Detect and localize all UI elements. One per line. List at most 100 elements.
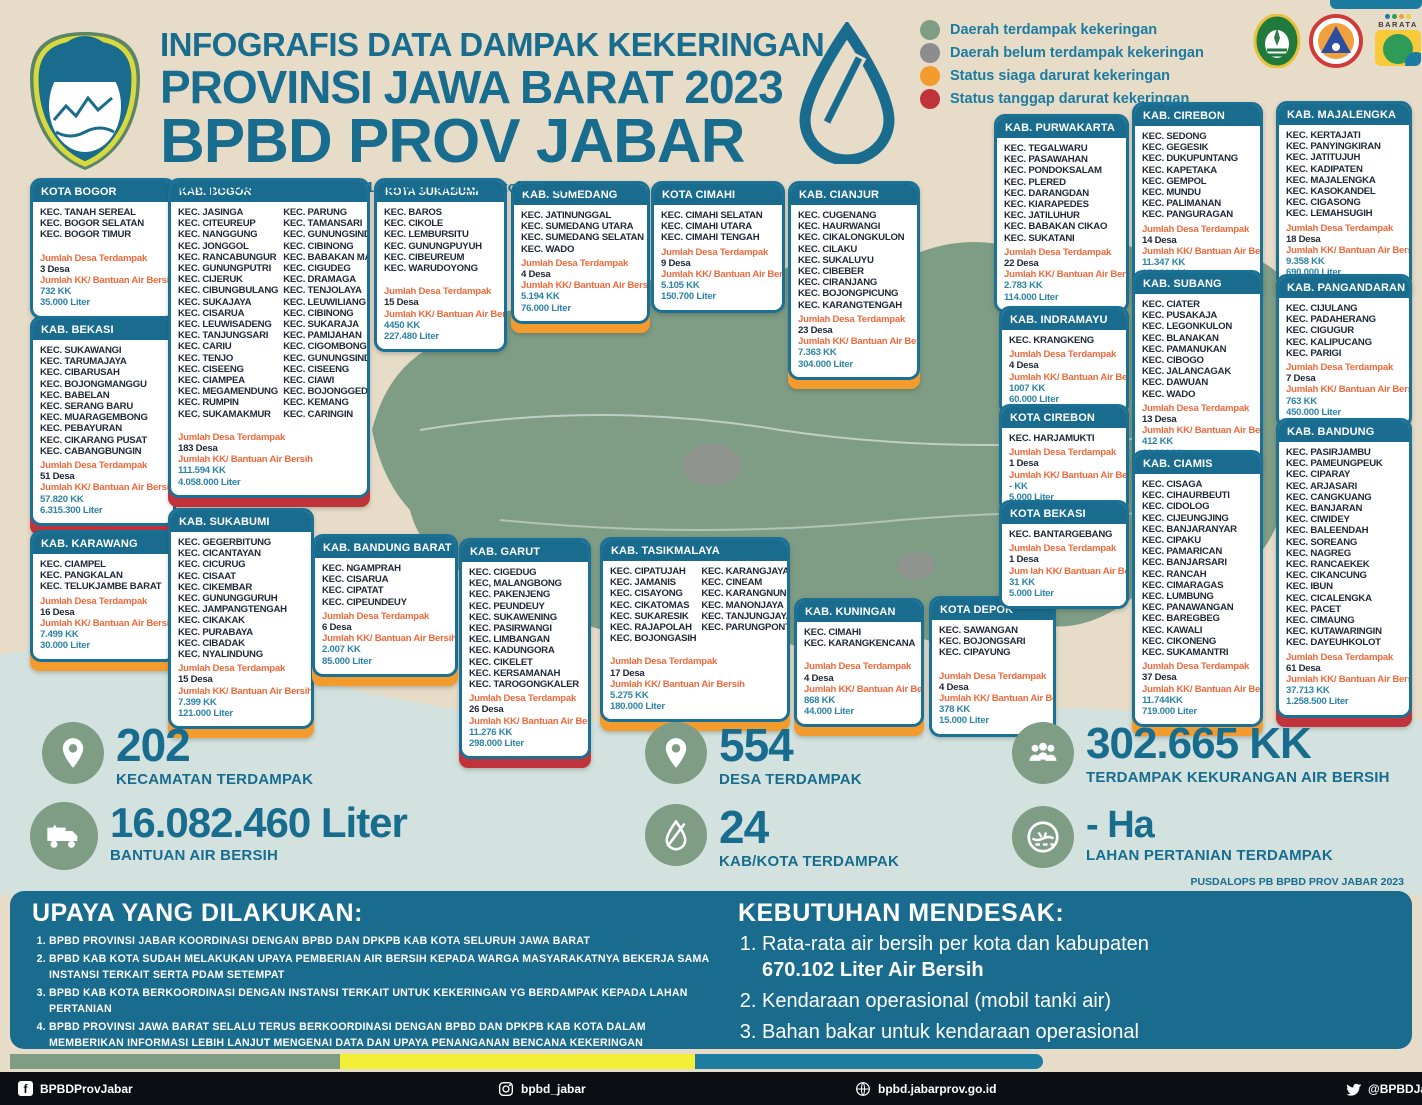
value-kk: 5.105 KK <box>661 280 700 292</box>
value-desa: 22 Desa <box>1004 258 1039 270</box>
value-liter: 690.000 Liter <box>1286 267 1341 279</box>
region-card-title: KAB. CIAMIS <box>1135 453 1260 474</box>
value-kk: 763 KK <box>1286 395 1318 407</box>
kecamatan-item: KEC. CICURUG <box>178 559 246 571</box>
title-line-2: PROVINSI JAWA BARAT 2023 <box>160 61 784 113</box>
kecamatan-item: KEC. KAPETAKA <box>1142 164 1217 176</box>
label-desa-terdampak: Jumlah Desa Terdampak <box>40 595 148 607</box>
kecamatan-item: KEC. ARJASARI <box>1286 480 1358 492</box>
kecamatan-item: KEC. RANCAH <box>1142 568 1207 580</box>
kecamatan-item: KEC. GUNUNGSINDUR <box>283 352 370 364</box>
data-source-note: PUSDALOPS PB BPBD PROV JABAR 2023 <box>1190 876 1404 888</box>
kecamatan-item: KEC. PASAWAHAN <box>1004 154 1088 166</box>
footer-website[interactable]: bpbd.jabarprov.go.id <box>855 1072 996 1105</box>
kecamatan-item: KEC. TARUMAJAYA <box>40 356 127 368</box>
kecamatan-list: KEC. CIGEDUG KEC, MALANGBONG KEC. PAKENJEN… <box>469 567 581 690</box>
region-card-title: KOTA BEKASI <box>1002 503 1126 524</box>
kecamatan-item: KEC. CIBINONG <box>283 240 354 252</box>
kecamatan-item: KEC. DRAMAGA <box>283 274 356 286</box>
kecamatan-list: KEC. HARJAMUKTI <box>1009 433 1119 444</box>
footer-facebook[interactable]: f BPBDProvJabar <box>18 1072 133 1105</box>
kecamatan-item: KEC. JATITUJUH <box>1286 152 1361 164</box>
label-kk-bantuan: Jumlah KK/ Bantuan Air Bersih <box>1142 246 1263 258</box>
label-kk-bantuan: Jumlah KK/ Bantuan Air Bersih <box>1004 269 1129 281</box>
location-pin-icon <box>42 722 104 784</box>
kecamatan-item: KEC. GEMPOL <box>1142 175 1207 187</box>
footer-twitter[interactable]: @BPBDJabar <box>1345 1072 1422 1105</box>
kecamatan-item: KEC. KIARAPEDES <box>1004 199 1089 211</box>
kecamatan-item: KEC. TEGALWARU <box>1004 143 1088 154</box>
kecamatan-item: KEC. JASINGA <box>178 207 244 218</box>
kebutuhan-item-bold: 670.102 Liter Air Bersih <box>762 959 984 981</box>
value-kk: 7.363 KK <box>798 347 837 359</box>
value-desa: 7 Desa <box>1286 373 1316 385</box>
label-desa-terdampak: Jumlah Desa Terdampak <box>661 246 769 258</box>
barata-dots <box>1371 14 1422 19</box>
kecamatan-item: KEC. BANJARSARI <box>1142 557 1227 569</box>
kecamatan-item: KEC. PANGURAGAN <box>1142 209 1233 221</box>
kecamatan-item: KEC. CIMAHI <box>804 627 861 638</box>
no-water-drop-icon <box>645 804 707 866</box>
kecamatan-item: KEC. KARANGKENCANA <box>804 638 916 650</box>
stat-label: DESA TERDAMPAK <box>719 771 862 788</box>
stat-label: KECAMATAN TERDAMPAK <box>116 771 314 788</box>
kecamatan-item: KEC. CIPAYUNG <box>939 647 1011 659</box>
value-liter: 15.000 Liter <box>939 715 989 727</box>
bnpb-logo <box>1309 14 1363 68</box>
region-card-title: KAB. BANDUNG BARAT <box>315 537 455 558</box>
value-liter: 60.000 Liter <box>1009 394 1059 406</box>
region-card-kab_cirebon: KAB. CIREBON KEC. SEDONG KEC. GEGESIK KEC. … <box>1132 102 1263 299</box>
bpbd-jabar-logo <box>22 28 148 179</box>
kecamatan-item: KEC. CARIU <box>178 341 232 353</box>
kecamatan-item: KEC. CICANTAYAN <box>178 548 261 560</box>
kecamatan-item: KEC. PASIRWANGI <box>469 623 552 635</box>
label-kk-bantuan: Jumlah KK/ Bantuan Air Bersih <box>798 336 920 348</box>
value-kk: 4450 KK <box>384 319 421 331</box>
kecamatan-item: KEC. CIBARUSAH <box>40 367 120 379</box>
footer-instagram[interactable]: bpbd_jabar <box>498 1072 586 1105</box>
kecamatan-item: KEC. BABELAN <box>40 389 110 401</box>
kecamatan-item: KEC. JONGGOL <box>178 240 249 252</box>
label-desa-terdampak: Jumlah Desa Terdampak <box>521 257 629 269</box>
kecamatan-item: KEC. CIJEUNGJING <box>1142 512 1229 524</box>
label-kk-bantuan: Jumlah KK/ Bantuan Air Bersih <box>40 482 175 494</box>
kebutuhan-item-text: Rata-rata air bersih per kota dan kabupa… <box>762 933 1149 955</box>
kecamatan-item: KEC. CIAMPEL <box>40 559 106 570</box>
value-kk: 37.713 KK <box>1286 685 1330 697</box>
kecamatan-item: KEC. PADAHERANG <box>1286 314 1376 326</box>
region-card-kota_depok: KOTA DEPOK KEC. SAWANGAN KEC. BOJONGSARI KE… <box>929 596 1056 737</box>
stat-value: 24 <box>719 801 769 853</box>
region-card-kab_bekasi: KAB. BEKASI KEC. SUKAWANGI KEC. TARUMAJAYA… <box>30 316 176 536</box>
kecamatan-item: KEC. CICALENGKA <box>1286 592 1372 604</box>
kecamatan-item: KEC. MUARAGEMBONG <box>40 412 148 424</box>
kecamatan-item: KEC. TANJUNGJAYA <box>701 610 790 622</box>
upaya-item: BPBD KAB KOTA BERKOORDINASI DENGAN INSTA… <box>49 985 712 1017</box>
kecamatan-item: KEC. BABAKAN CIKAO <box>1004 221 1108 233</box>
stat-value: - Ha <box>1086 804 1155 846</box>
kecamatan-item: KEC. LEGONKULON <box>1142 321 1233 333</box>
kecamatan-item: KEC. PAMANUKAN <box>1142 343 1227 355</box>
value-liter: 227.480 Liter <box>384 331 439 343</box>
kecamatan-item: KEC. CIGUGUR <box>1286 325 1354 337</box>
kecamatan-item: KEC. CIJULANG <box>1286 303 1358 314</box>
kecamatan-item: KEC. LEUWISADENG <box>178 319 272 331</box>
people-icon <box>1012 722 1074 784</box>
kecamatan-item: KEC. BANTARGEBANG <box>1009 529 1113 540</box>
kecamatan-item: KEC. BABAKAN MADANG <box>283 251 367 263</box>
kecamatan-item: KEC. GUNUNGSINDUR <box>283 229 370 241</box>
legend-label: Daerah terdampak kekeringan <box>950 21 1158 38</box>
stat-value: 16.082.460 Liter <box>110 799 408 846</box>
kecamatan-item: KEC. NANGGUNG <box>178 229 258 241</box>
label-kk-bantuan: Jumlah KK/ Bantuan Air Bersih <box>1286 245 1412 257</box>
kecamatan-item: KEC. PEUNDEUY <box>469 600 545 612</box>
label-desa-terdampak: Jumlah Desa Terdampak <box>1004 246 1112 258</box>
region-card-kab_garut: KAB. GARUT KEC. CIGEDUG KEC, MALANGBONG KEC… <box>459 538 591 769</box>
label-kk-bantuan: Jumlah KK/ Bantuan Air Bersih <box>610 678 745 690</box>
kecamatan-item: KEC. CIKAKAK <box>178 615 245 627</box>
value-liter: 719.000 Liter <box>1142 706 1197 718</box>
legend-dot-green <box>920 19 940 40</box>
kecamatan-item: KEC. KERTAJATI <box>1286 130 1361 141</box>
stat-value: 302.665 KK <box>1086 719 1312 768</box>
region-card-kota_bogor: KOTA BOGOR KEC. TANAH SEREAL KEC. BOGOR SE… <box>30 178 176 319</box>
